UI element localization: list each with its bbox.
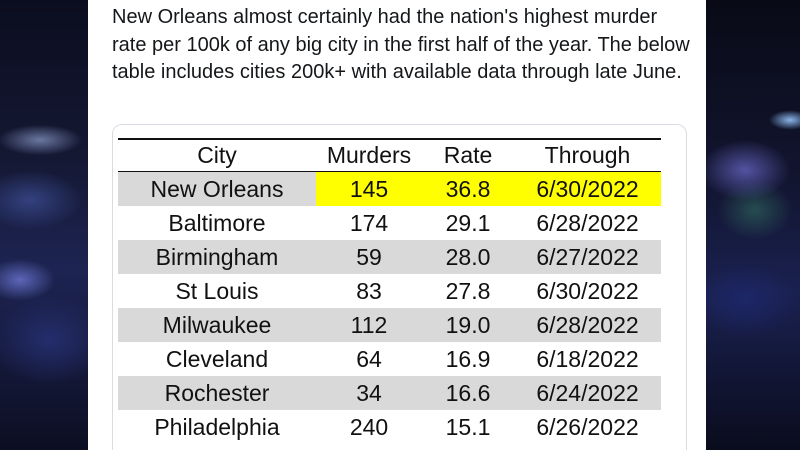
table-row: St Louis 83 27.8 6/30/2022 [118, 274, 661, 308]
through-cell: 6/30/2022 [536, 277, 639, 304]
tweet-panel: New Orleans almost certainly had the nat… [88, 0, 706, 450]
night-street-background-left [0, 0, 100, 450]
table-row: Rochester 34 16.6 6/24/2022 [118, 376, 661, 410]
murder-rate-table: City Murders Rate Through New Orleans 14… [118, 138, 661, 444]
through-cell: 6/30/2022 [514, 171, 661, 206]
city-cell: Rochester [118, 376, 316, 410]
through-cell: 6/26/2022 [536, 413, 639, 440]
table-row: Baltimore 174 29.1 6/28/2022 [118, 206, 661, 240]
table-row: New Orleans 145 36.8 6/30/2022 [118, 171, 661, 206]
murders-cell: 112 [316, 308, 422, 342]
city-cell: Philadelphia [154, 413, 280, 440]
rate-cell: 19.0 [422, 308, 514, 342]
through-cell: 6/28/2022 [514, 308, 661, 342]
murders-cell: 174 [349, 209, 389, 236]
through-cell: 6/28/2022 [536, 209, 639, 236]
table-header-row: City Murders Rate Through [118, 139, 661, 172]
murders-cell: 64 [356, 345, 382, 372]
murders-cell: 240 [349, 413, 389, 440]
night-street-background-right [705, 0, 800, 450]
murders-cell: 34 [316, 376, 422, 410]
murders-cell: 145 [316, 171, 422, 206]
rate-cell: 16.9 [445, 345, 491, 372]
city-cell: Milwaukee [118, 308, 316, 342]
rate-cell: 29.1 [445, 209, 491, 236]
table-image-card: City Murders Rate Through New Orleans 14… [112, 124, 687, 450]
city-cell: Cleveland [165, 345, 269, 372]
table-row: Cleveland 64 16.9 6/18/2022 [118, 342, 661, 376]
tweet-text: New Orleans almost certainly had the nat… [112, 6, 690, 83]
through-cell: 6/18/2022 [536, 345, 639, 372]
column-header-murders: Murders [316, 139, 422, 172]
city-cell: New Orleans [118, 171, 316, 206]
column-header-through: Through [514, 139, 661, 172]
through-cell: 6/24/2022 [514, 376, 661, 410]
murders-cell: 59 [316, 240, 422, 274]
rate-cell: 27.8 [445, 277, 491, 304]
rate-cell: 15.1 [445, 413, 491, 440]
city-cell: Birmingham [118, 240, 316, 274]
table-row: Philadelphia 240 15.1 6/26/2022 [118, 410, 661, 444]
rate-cell: 28.0 [422, 240, 514, 274]
table-row: Birmingham 59 28.0 6/27/2022 [118, 240, 661, 274]
city-cell: Baltimore [168, 209, 266, 236]
column-header-city: City [118, 139, 316, 172]
rate-cell: 36.8 [422, 171, 514, 206]
table-row: Milwaukee 112 19.0 6/28/2022 [118, 308, 661, 342]
murders-cell: 83 [356, 277, 382, 304]
through-cell: 6/27/2022 [514, 240, 661, 274]
rate-cell: 16.6 [422, 376, 514, 410]
column-header-rate: Rate [422, 139, 514, 172]
city-cell: St Louis [175, 277, 259, 304]
